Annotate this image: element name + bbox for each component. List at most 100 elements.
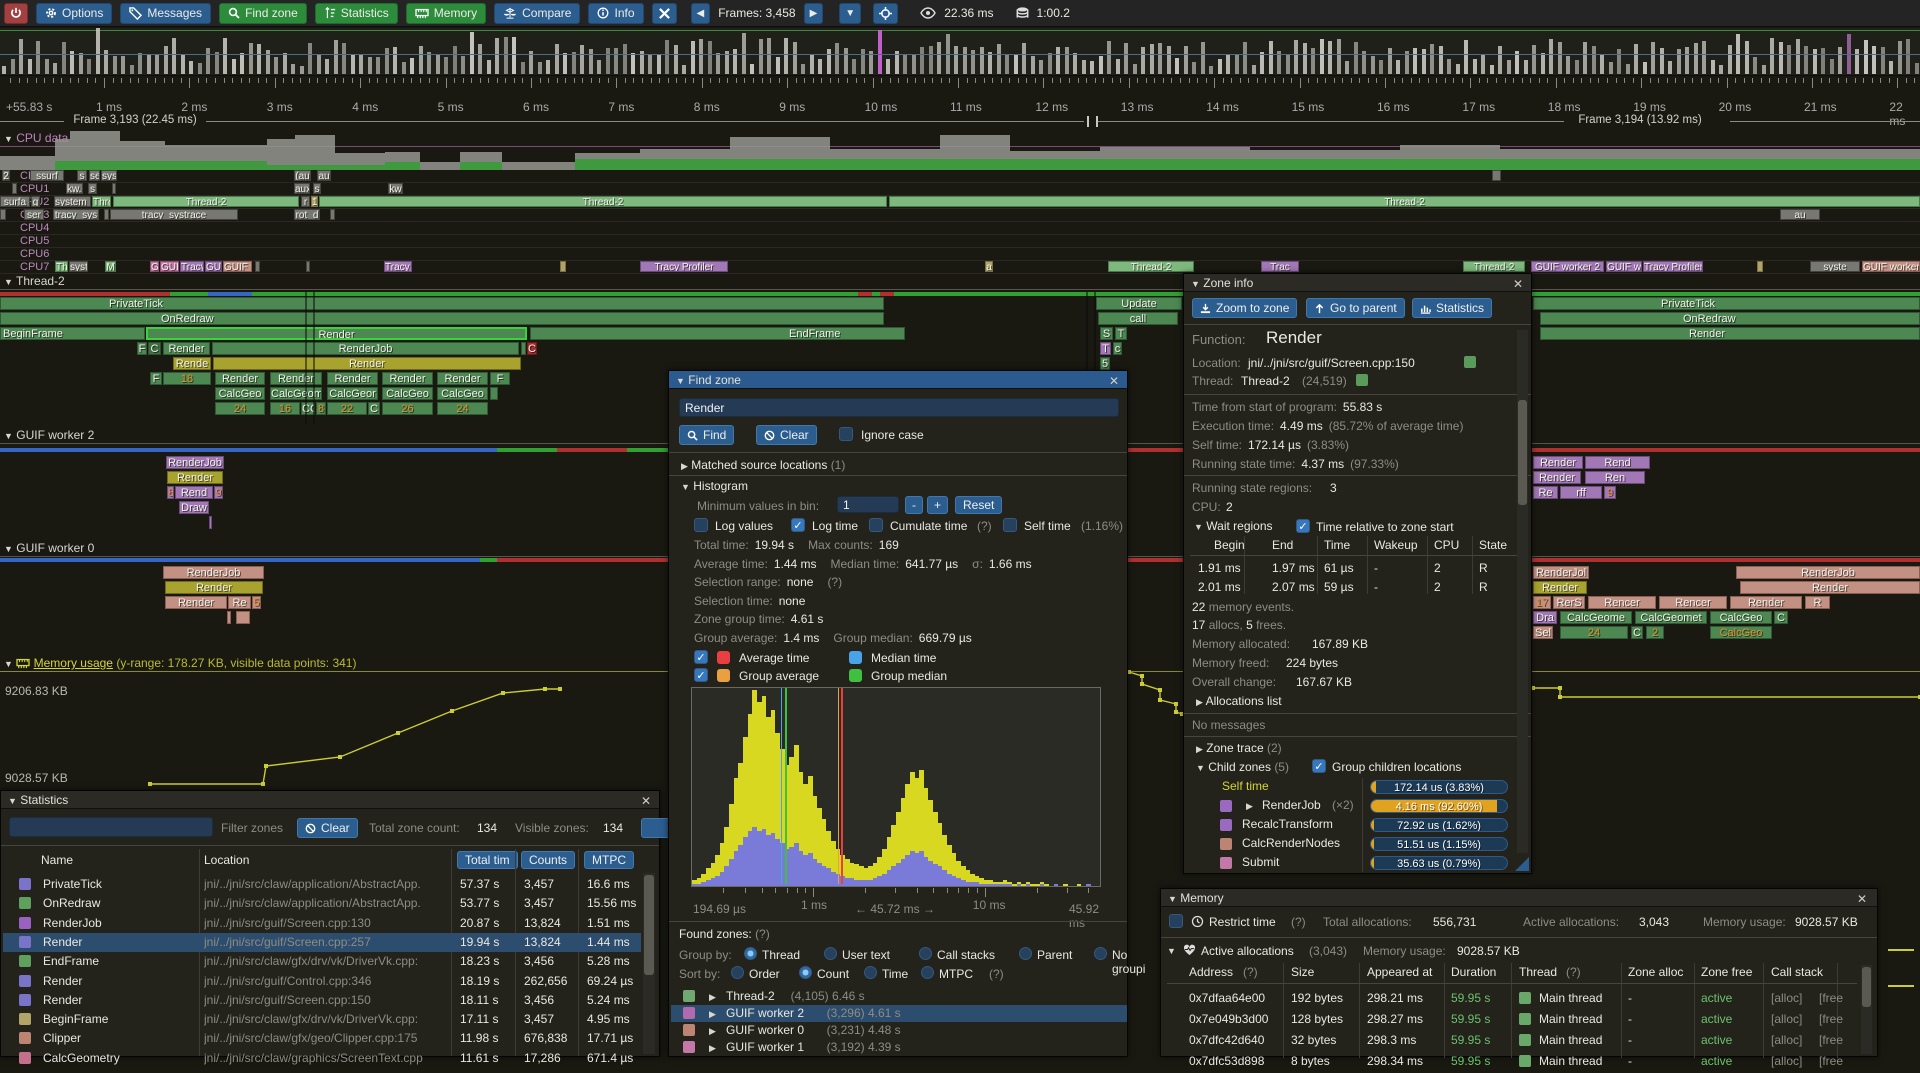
cpu-zone[interactable]: [306, 261, 310, 272]
zone[interactable]: 26: [382, 402, 433, 415]
cpu-zone[interactable]: rot_d: [294, 209, 320, 220]
column-location[interactable]: Location: [204, 853, 250, 867]
cpu-zone[interactable]: syste: [1810, 261, 1860, 272]
table-row[interactable]: Render jni/../jni/src/guif/Control.cpp:34…: [3, 972, 641, 991]
find-zone-button[interactable]: Find zone: [219, 2, 307, 24]
cpu-zone[interactable]: kw: [388, 183, 403, 194]
info-button[interactable]: Info: [588, 2, 644, 24]
ignore-case-checkbox[interactable]: [839, 427, 853, 441]
cpu-zone[interactable]: Tracy Profiler: [1643, 261, 1703, 272]
table-row[interactable]: OnRedraw jni/../jni/src/claw/application/…: [3, 894, 641, 913]
zone[interactable]: PrivateTick: [1533, 297, 1920, 310]
zone[interactable]: 16: [270, 402, 300, 415]
zone[interactable]: F: [490, 372, 510, 385]
cpu-zone[interactable]: Thread-2: [1463, 261, 1525, 272]
self-time-checkbox[interactable]: [1003, 518, 1017, 532]
zone[interactable]: Update: [1096, 297, 1182, 310]
cpu-zone[interactable]: [560, 261, 566, 272]
cpu-zone[interactable]: tracy_systrace: [110, 209, 238, 220]
table-row[interactable]: Clipper jni/../jni/src/claw/gfx/geo/Clipp…: [3, 1029, 641, 1048]
zone[interactable]: Render: [215, 372, 265, 385]
cpu-zone[interactable]: 2: [2, 170, 10, 181]
zone[interactable]: CalcGeo: [437, 387, 488, 400]
child-zone-row[interactable]: Self time 172.14 us (3.83%): [1184, 778, 1519, 797]
zone[interactable]: CalcGeor: [327, 387, 378, 400]
statistics-titlebar[interactable]: ▼ Statistics ✕: [1, 791, 659, 809]
cpu-zone[interactable]: Tracy Profiler: [640, 261, 728, 272]
zone[interactable]: R: [1805, 596, 1830, 609]
cpu-zone[interactable]: GUI: [205, 261, 222, 272]
close-icon[interactable]: ✕: [640, 794, 651, 808]
memory-alloc-row[interactable]: 0x7dfc42d640 32 bytes 298.3 ms 59.95 s Main …: [1161, 1031, 1861, 1052]
wait-col-begin[interactable]: Begin: [1214, 538, 1245, 552]
alloc-callstack-alloc[interactable]: [alloc]: [1771, 991, 1803, 1005]
find-button[interactable]: Find: [679, 425, 735, 445]
expand-icon[interactable]: ▶: [709, 1043, 716, 1053]
power-button[interactable]: [4, 2, 28, 24]
cpu-zone[interactable]: kw.g: [66, 183, 83, 194]
close-icon[interactable]: ✕: [1512, 277, 1523, 291]
zone[interactable]: Dra: [1533, 611, 1557, 624]
cpu-zone[interactable]: 1: [311, 196, 318, 207]
legend-checkbox[interactable]: ✓: [694, 650, 708, 664]
memory-col-thread[interactable]: Thread: [1519, 965, 1558, 979]
zone[interactable]: RenderJol: [1533, 566, 1589, 579]
group-by-radio-user-text[interactable]: [824, 947, 837, 960]
cpu-zone[interactable]: GUIF worker 2: [1531, 261, 1604, 272]
zone[interactable]: 8: [167, 486, 174, 499]
thread-header-guif-worker-0[interactable]: ▼ GUIF worker 0: [4, 541, 95, 555]
zone[interactable]: Render: [1730, 596, 1802, 609]
group-by-radio-call-stacks[interactable]: [919, 947, 932, 960]
cpu-zone[interactable]: GUIF wor: [223, 261, 252, 272]
group-by-radio-thread[interactable]: [744, 947, 757, 960]
memory-col-duration[interactable]: Duration: [1451, 965, 1497, 979]
cpu-zone[interactable]: [112, 183, 116, 194]
zone[interactable]: Rende: [173, 357, 211, 370]
zone[interactable]: CalcGeome: [1560, 611, 1632, 624]
frame-3193-label[interactable]: Frame 3,193 (22.45 ms): [73, 114, 197, 126]
zone[interactable]: Render: [1740, 581, 1920, 594]
zone[interactable]: Render: [327, 372, 378, 385]
zone[interactable]: OnRedraw: [1540, 312, 1920, 325]
alloc-callstack-free[interactable]: [free: [1819, 991, 1844, 1005]
table-row[interactable]: EndFrame jni/../jni/src/claw/gfx/drv/vk/D…: [3, 952, 641, 971]
zone[interactable]: Re: [1533, 486, 1558, 499]
clear-button[interactable]: Clear: [756, 425, 817, 445]
child-zones-label[interactable]: Child zones: [1208, 760, 1271, 774]
cpu-zone[interactable]: syst: [69, 261, 88, 272]
collapse-icon[interactable]: ▼: [8, 796, 17, 806]
cpu-zone[interactable]: syst: [101, 170, 117, 181]
zone[interactable]: CalcGeo: [382, 387, 433, 400]
column-mtpc-button[interactable]: MTPC: [584, 851, 634, 869]
cumulate-time-checkbox[interactable]: [869, 518, 883, 532]
alloc-callstack-alloc[interactable]: [alloc]: [1771, 1012, 1803, 1026]
zone[interactable]: T: [1100, 342, 1111, 355]
cpu-zone[interactable]: r: [301, 196, 310, 207]
zone[interactable]: C: [527, 342, 537, 355]
restrict-time-checkbox[interactable]: [1169, 914, 1183, 928]
zone[interactable]: Render: [1540, 327, 1920, 340]
column-total-time-button[interactable]: Total tim: [457, 851, 518, 869]
column-name[interactable]: Name: [41, 853, 74, 867]
next-frame-button[interactable]: ▶: [803, 2, 824, 24]
zone[interactable]: call: [1098, 312, 1178, 325]
memory-col-zone-free[interactable]: Zone free: [1701, 965, 1753, 979]
memory-scrollbar[interactable]: [1861, 965, 1872, 1054]
memory-titlebar[interactable]: ▼ Memory ✕: [1161, 889, 1877, 907]
zone[interactable]: 2: [1646, 626, 1664, 639]
alloc-callstack-alloc[interactable]: [alloc]: [1771, 1033, 1803, 1047]
reset-button[interactable]: Reset: [955, 496, 1003, 514]
cpu-zone[interactable]: Tracy I: [384, 261, 412, 272]
zone[interactable]: Render: [213, 357, 521, 370]
zone[interactable]: [521, 342, 526, 355]
zone[interactable]: CalcGeomet: [1635, 611, 1707, 624]
frame-popup-button[interactable]: ▼: [839, 2, 862, 24]
found-zone-group[interactable]: ▶ GUIF worker 0 (3,231) 4.48 s: [671, 1022, 1127, 1039]
zone-info-titlebar[interactable]: ▼ Zone info ✕: [1184, 274, 1531, 292]
cpu-zone[interactable]: [255, 261, 260, 272]
zone[interactable]: T: [1115, 327, 1127, 340]
table-row[interactable]: BeginFrame jni/../jni/src/claw/gfx/drv/vk…: [3, 1010, 641, 1029]
cpu-zone[interactable]: Trac: [1261, 261, 1299, 272]
wait-col-cpu[interactable]: CPU: [1434, 538, 1460, 552]
location-swatch[interactable]: [1464, 356, 1476, 368]
